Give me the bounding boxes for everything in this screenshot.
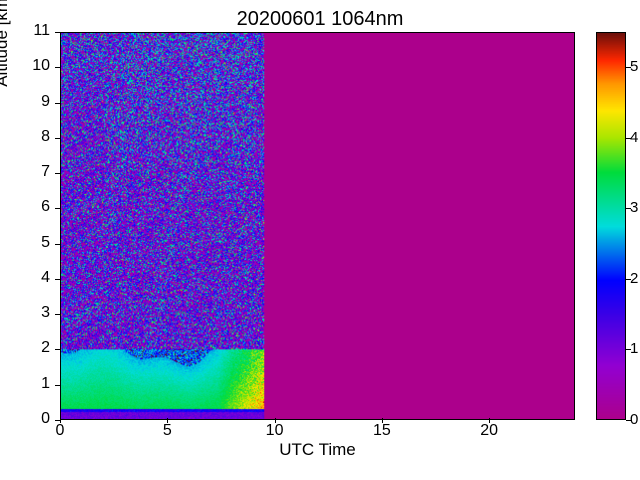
y-tick-mark bbox=[55, 244, 60, 245]
x-tick-label-15: 15 bbox=[367, 422, 397, 440]
x-axis-label: UTC Time bbox=[60, 440, 575, 460]
y-tick-label-2: 2 bbox=[10, 339, 50, 357]
y-tick-label-6: 6 bbox=[10, 198, 50, 216]
y-tick-mark bbox=[55, 103, 60, 104]
x-tick-label-10: 10 bbox=[260, 422, 290, 440]
figure-container: 20200601 1064nm Altitude [km] UTC Time 0… bbox=[0, 0, 640, 480]
y-tick-label-7: 7 bbox=[10, 163, 50, 181]
y-tick-label-9: 9 bbox=[10, 93, 50, 111]
y-tick-label-4: 4 bbox=[10, 269, 50, 287]
y-tick-mark bbox=[55, 173, 60, 174]
y-tick-label-10: 10 bbox=[10, 57, 50, 75]
colorbar-tick-label-5: 5 bbox=[630, 58, 638, 75]
heatmap-plot[interactable] bbox=[60, 32, 575, 420]
x-tick-label-0: 0 bbox=[45, 422, 75, 440]
colorbar-tick-label-3: 3 bbox=[630, 199, 638, 216]
colorbar-tick-label-0: 0 bbox=[630, 411, 638, 428]
colorbar-tick-label-2: 2 bbox=[630, 270, 638, 287]
y-tick-label-11: 11 bbox=[10, 22, 50, 40]
y-tick-mark bbox=[55, 138, 60, 139]
y-tick-label-1: 1 bbox=[10, 375, 50, 393]
y-tick-mark bbox=[55, 349, 60, 350]
colorbar-tick-label-1: 1 bbox=[630, 340, 638, 357]
y-tick-mark bbox=[55, 385, 60, 386]
y-tick-label-5: 5 bbox=[10, 234, 50, 252]
y-tick-mark bbox=[55, 314, 60, 315]
colorbar-tick-label-4: 4 bbox=[630, 129, 638, 146]
y-tick-mark bbox=[55, 208, 60, 209]
x-tick-label-20: 20 bbox=[474, 422, 504, 440]
x-tick-label-5: 5 bbox=[152, 422, 182, 440]
y-tick-label-0: 0 bbox=[10, 410, 50, 428]
y-tick-mark bbox=[55, 67, 60, 68]
y-tick-mark bbox=[55, 279, 60, 280]
y-tick-label-8: 8 bbox=[10, 128, 50, 146]
chart-title: 20200601 1064nm bbox=[0, 8, 640, 31]
colorbar[interactable] bbox=[596, 32, 626, 420]
y-tick-label-3: 3 bbox=[10, 304, 50, 322]
y-tick-mark bbox=[55, 32, 60, 33]
